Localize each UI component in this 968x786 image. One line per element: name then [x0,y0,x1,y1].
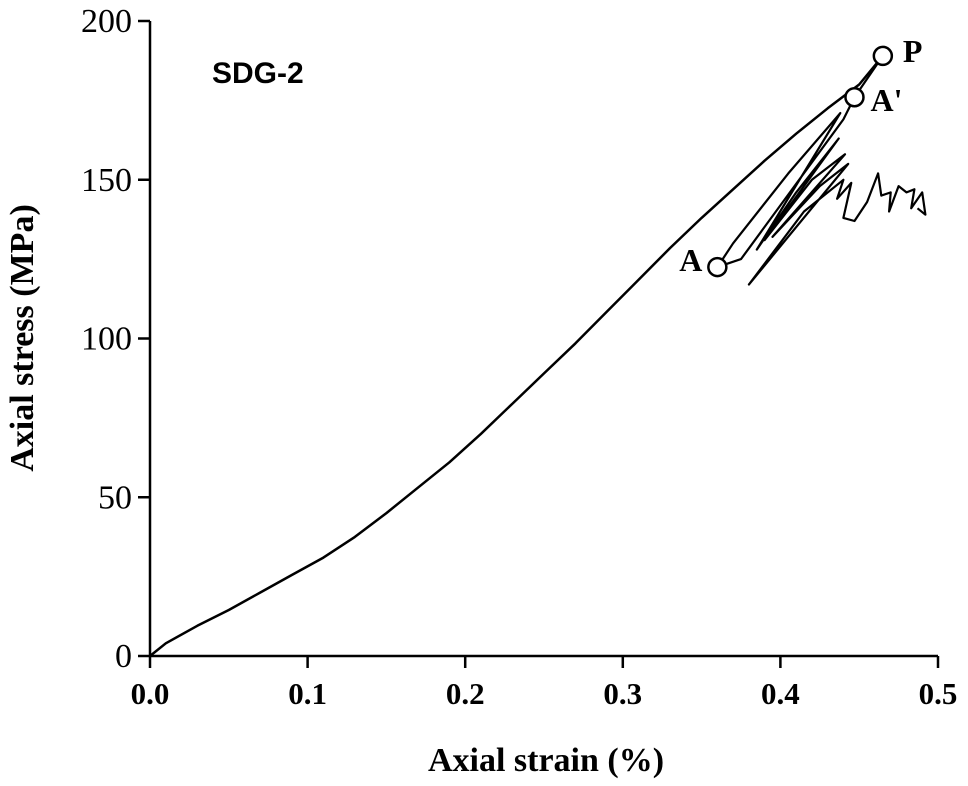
x-tick-label: 0.3 [603,676,642,711]
x-tick-label: 0.0 [131,676,170,711]
point-label-1: P [903,33,923,69]
y-tick-label: 150 [81,162,132,199]
point-marker-3 [707,256,728,278]
series-line-2 [716,55,927,286]
y-axis-ticks: 0 50 100 150 200 [81,3,150,675]
x-axis-title: Axial strain (%) [428,742,664,779]
point-label-3: A [679,242,702,278]
series-lines [149,55,927,657]
y-tick-label: 100 [81,321,132,358]
x-tick-label: 0.1 [288,676,327,711]
y-tick-label: 50 [98,479,132,516]
y-axis-title: Axial stress (MPa) [4,204,41,472]
x-tick-label: 0.2 [446,676,485,711]
x-axis-ticks: 0.0 0.1 0.2 0.3 0.4 0.5 [131,656,958,711]
point-markers: PA' A [679,33,922,278]
point-label-2: A' [870,82,902,118]
x-tick-label: 0.5 [919,676,958,711]
x-tick-label: 0.4 [761,676,800,711]
y-tick-label: 200 [81,3,132,40]
point-marker-1 [872,45,894,67]
series-line-1 [149,55,884,657]
y-tick-label: 0 [115,638,132,675]
chart-title: SDG-2 [212,57,304,90]
point-marker-2 [844,86,865,108]
